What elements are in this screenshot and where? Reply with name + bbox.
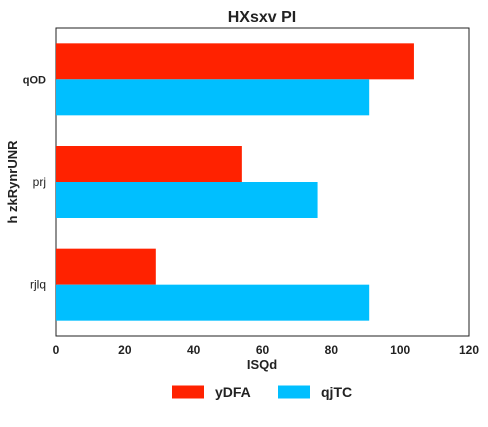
legend-label-yDFA: yDFA bbox=[215, 384, 251, 400]
y-category-label: rjlq bbox=[30, 278, 46, 292]
legend-label-qjTC: qjTC bbox=[321, 384, 352, 400]
bars-layer bbox=[56, 43, 414, 321]
x-axis-ticks: 0 20 40 60 80 100 120 bbox=[53, 343, 480, 357]
legend-swatch-qjTC bbox=[278, 385, 310, 399]
chart-title: HXsxv PI bbox=[228, 9, 296, 26]
x-tick-label: 0 bbox=[53, 343, 60, 357]
y-axis-label: h zkRynrUNR bbox=[5, 140, 20, 224]
x-tick-label: 120 bbox=[459, 343, 479, 357]
bar-yDFA-prj bbox=[56, 146, 242, 182]
bar-qjTC-prj bbox=[56, 182, 318, 218]
bar-yDFA-rjlq bbox=[56, 248, 156, 285]
legend-swatch-yDFA bbox=[172, 385, 204, 399]
x-axis-label: ISQd bbox=[247, 357, 277, 372]
x-tick-label: 20 bbox=[118, 343, 132, 357]
bar-qjTC-rjlq bbox=[56, 284, 370, 321]
y-axis-categories: qOD prj rjlq bbox=[23, 74, 46, 291]
x-tick-label: 80 bbox=[325, 343, 339, 357]
bar-qjTC-qOD bbox=[56, 79, 370, 116]
y-category-label: qOD bbox=[23, 74, 46, 86]
y-category-label: prj bbox=[33, 175, 46, 189]
x-tick-label: 40 bbox=[187, 343, 201, 357]
legend: yDFA qjTC bbox=[172, 384, 352, 400]
bar-yDFA-qOD bbox=[56, 43, 414, 80]
x-tick-label: 100 bbox=[390, 343, 410, 357]
x-tick-label: 60 bbox=[256, 343, 270, 357]
